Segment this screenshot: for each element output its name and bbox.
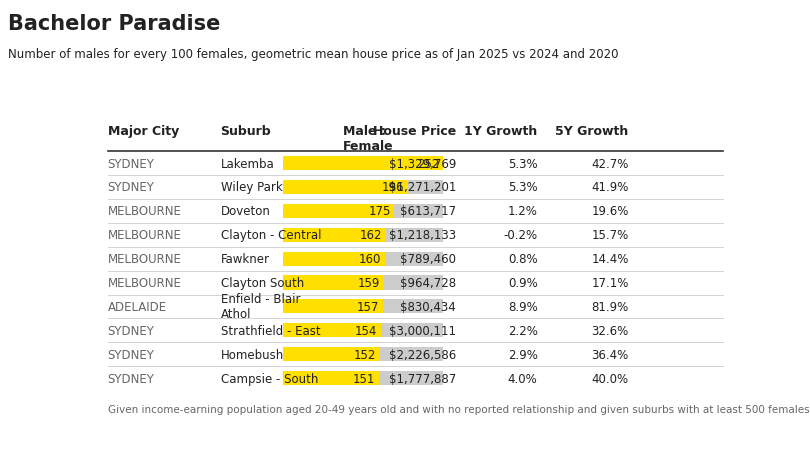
Bar (284, 252, 385, 266)
Bar (284, 181, 407, 195)
Text: $830,434: $830,434 (400, 300, 456, 313)
Bar (284, 371, 379, 385)
Text: 42.7%: 42.7% (591, 157, 629, 170)
Bar (284, 324, 382, 338)
Text: SYDNEY: SYDNEY (108, 372, 155, 384)
Text: $1,271,201: $1,271,201 (389, 181, 456, 194)
Text: 157: 157 (357, 300, 379, 313)
Text: 2.9%: 2.9% (508, 348, 538, 361)
Text: ADELAIDE: ADELAIDE (108, 300, 167, 313)
Text: 2.2%: 2.2% (508, 324, 538, 337)
Text: 40.0%: 40.0% (591, 372, 629, 384)
Text: 159: 159 (358, 276, 381, 289)
Text: Given income-earning population aged 20-49 years old and with no reported relati: Given income-earning population aged 20-… (108, 404, 810, 414)
Text: 41.9%: 41.9% (591, 181, 629, 194)
Text: MELBOURNE: MELBOURNE (108, 276, 181, 289)
Text: Doveton: Doveton (220, 205, 271, 218)
Bar (284, 347, 443, 361)
Bar (284, 157, 443, 171)
Text: 4.0%: 4.0% (508, 372, 538, 384)
Text: 151: 151 (353, 372, 376, 384)
Text: 8.9%: 8.9% (508, 300, 538, 313)
Text: $1,218,133: $1,218,133 (389, 229, 456, 242)
Text: $1,777,887: $1,777,887 (389, 372, 456, 384)
Text: -0.2%: -0.2% (503, 229, 538, 242)
Text: Fawkner: Fawkner (220, 253, 270, 266)
Bar (284, 371, 443, 385)
Text: Strathfield - East: Strathfield - East (220, 324, 320, 337)
Bar (284, 204, 394, 218)
Text: $2,226,586: $2,226,586 (389, 348, 456, 361)
Bar (284, 181, 443, 195)
Bar (284, 300, 383, 313)
Text: Wiley Park: Wiley Park (220, 181, 282, 194)
Text: House Price: House Price (373, 125, 456, 138)
Text: SYDNEY: SYDNEY (108, 181, 155, 194)
Text: 5.3%: 5.3% (508, 157, 538, 170)
Text: 17.1%: 17.1% (591, 276, 629, 289)
Text: Number of males for every 100 females, geometric mean house price as of Jan 2025: Number of males for every 100 females, g… (8, 48, 619, 61)
Bar (284, 204, 443, 218)
Text: Bachelor Paradise: Bachelor Paradise (8, 14, 220, 34)
Text: Campsie - South: Campsie - South (220, 372, 318, 384)
Text: 154: 154 (355, 324, 377, 337)
Text: $613,717: $613,717 (400, 205, 456, 218)
Text: Clayton - Central: Clayton - Central (220, 229, 321, 242)
Text: Homebush: Homebush (220, 348, 284, 361)
Text: 0.9%: 0.9% (508, 276, 538, 289)
Text: 81.9%: 81.9% (591, 300, 629, 313)
Text: 162: 162 (360, 229, 382, 242)
Text: MELBOURNE: MELBOURNE (108, 229, 181, 242)
Text: $1,329,769: $1,329,769 (389, 157, 456, 170)
Text: MELBOURNE: MELBOURNE (108, 205, 181, 218)
Bar (284, 276, 384, 290)
Text: 19.6%: 19.6% (591, 205, 629, 218)
Text: $789,460: $789,460 (400, 253, 456, 266)
Text: 32.6%: 32.6% (591, 324, 629, 337)
Text: 175: 175 (369, 205, 390, 218)
Bar (284, 252, 443, 266)
Text: 160: 160 (359, 253, 382, 266)
Text: 5Y Growth: 5Y Growth (556, 125, 629, 138)
Text: 1.2%: 1.2% (508, 205, 538, 218)
Text: SYDNEY: SYDNEY (108, 157, 155, 170)
Text: 1Y Growth: 1Y Growth (464, 125, 538, 138)
Text: Male :
Female: Male : Female (343, 125, 394, 152)
Text: Major City: Major City (108, 125, 179, 138)
Text: 152: 152 (354, 348, 376, 361)
Bar (284, 324, 443, 338)
Bar (284, 228, 443, 242)
Text: SYDNEY: SYDNEY (108, 324, 155, 337)
Text: 36.4%: 36.4% (591, 348, 629, 361)
Text: $964,728: $964,728 (400, 276, 456, 289)
Bar (284, 228, 386, 242)
Text: 196: 196 (382, 181, 404, 194)
Text: Lakemba: Lakemba (220, 157, 275, 170)
Bar (284, 157, 443, 171)
Bar (284, 347, 380, 361)
Text: 252: 252 (417, 157, 440, 170)
Text: 15.7%: 15.7% (591, 229, 629, 242)
Text: $3,000,111: $3,000,111 (389, 324, 456, 337)
Text: 14.4%: 14.4% (591, 253, 629, 266)
Text: 0.8%: 0.8% (508, 253, 538, 266)
Text: Suburb: Suburb (220, 125, 271, 138)
Text: MELBOURNE: MELBOURNE (108, 253, 181, 266)
Bar (284, 276, 443, 290)
Text: Clayton South: Clayton South (220, 276, 304, 289)
Bar (284, 300, 443, 313)
Text: SYDNEY: SYDNEY (108, 348, 155, 361)
Text: Enfield - Blair
Athol: Enfield - Blair Athol (220, 293, 300, 321)
Text: 5.3%: 5.3% (508, 181, 538, 194)
